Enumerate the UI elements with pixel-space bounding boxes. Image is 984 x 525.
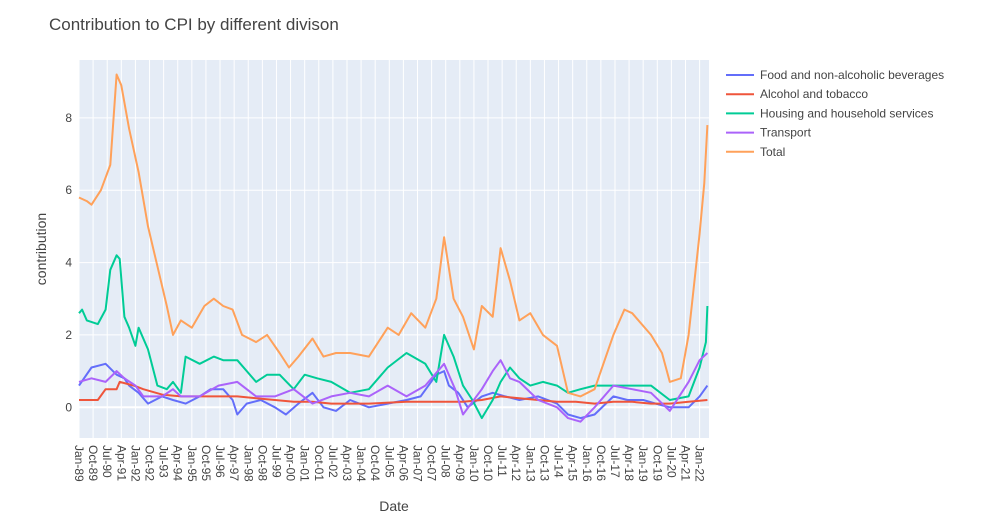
x-tick-label: Oct-04: [368, 445, 382, 481]
x-tick-label: Jan-89: [72, 445, 86, 482]
y-tick-label: 8: [65, 111, 72, 125]
x-tick-label: Jul-05: [382, 445, 396, 478]
x-tick-label: Apr-00: [284, 445, 298, 481]
x-tick-label: Jan-92: [128, 445, 142, 482]
x-tick-label: Oct-16: [594, 445, 608, 481]
x-tick-label: Jan-13: [523, 445, 537, 482]
y-tick-labels: 0 2 4 6 8: [65, 111, 72, 414]
x-tick-label: Apr-03: [340, 445, 354, 481]
x-tick-label: Apr-91: [114, 445, 128, 481]
series-lines: [78, 73, 709, 423]
x-tick-label: Jan-07: [411, 445, 425, 482]
series-line-4: [78, 73, 709, 398]
x-tick-label: Jan-01: [298, 445, 312, 482]
x-tick-label: Jan-22: [693, 445, 707, 482]
y-tick-label: 2: [65, 328, 72, 342]
x-tick-label: Apr-15: [566, 445, 580, 481]
x-tick-label: Jan-10: [467, 445, 481, 482]
x-tick-label: Oct-98: [255, 445, 269, 481]
series-line-3: [78, 352, 709, 423]
legend-label: Food and non-alcoholic beverages: [760, 68, 944, 82]
x-tick-label: Apr-97: [227, 445, 241, 481]
legend-item[interactable]: Transport: [726, 126, 812, 140]
y-tick-label: 6: [65, 183, 72, 197]
legend-item[interactable]: Food and non-alcoholic beverages: [726, 68, 944, 82]
x-tick-label: Jul-17: [608, 445, 622, 478]
x-tick-label: Oct-92: [143, 445, 157, 481]
x-tick-label: Jan-98: [241, 445, 255, 482]
legend[interactable]: Food and non-alcoholic beverages Alcohol …: [726, 68, 944, 159]
x-tick-label: Apr-18: [622, 445, 636, 481]
x-tick-label: Apr-21: [678, 445, 692, 481]
x-tick-label: Oct-10: [481, 445, 495, 481]
legend-label: Total: [760, 145, 785, 159]
x-tick-label: Jul-02: [326, 445, 340, 478]
x-tick-label: Jul-96: [213, 445, 227, 478]
legend-item[interactable]: Housing and household services: [726, 106, 933, 120]
x-tick-label: Oct-01: [312, 445, 326, 481]
x-tick-label: Jul-11: [495, 445, 509, 477]
x-tick-label: Jan-04: [354, 445, 368, 482]
legend-label: Transport: [760, 126, 812, 140]
x-tick-label: Jul-08: [439, 445, 453, 478]
x-tick-labels: Jan-89 Oct-89 Jul-90 Apr-91 Jan-92 Oct-92 Jul-…: [72, 445, 707, 482]
series-line-0: [78, 362, 709, 420]
x-tick-label: Jul-99: [269, 445, 283, 478]
legend-item[interactable]: Alcohol and tobacco: [726, 87, 868, 101]
series-line-1: [79, 380, 708, 405]
series-line-2: [78, 254, 709, 420]
y-gridlines: [79, 117, 709, 409]
x-tick-label: Apr-09: [453, 445, 467, 481]
y-tick-label: 4: [65, 256, 72, 270]
x-tick-label: Oct-13: [537, 445, 551, 481]
x-tick-label: Apr-94: [171, 445, 185, 481]
x-tick-label: Apr-12: [509, 445, 523, 481]
x-tick-label: Jul-90: [100, 445, 114, 478]
x-axis-title: Date: [379, 498, 409, 514]
x-tick-label: Oct-95: [199, 445, 213, 481]
x-tick-label: Oct-07: [425, 445, 439, 481]
x-tick-label: Jul-93: [157, 445, 171, 478]
legend-label: Alcohol and tobacco: [760, 87, 868, 101]
x-tick-label: Jan-19: [636, 445, 650, 482]
legend-label: Housing and household services: [760, 106, 933, 120]
x-tick-label: Jul-20: [664, 445, 678, 478]
legend-item[interactable]: Total: [726, 145, 785, 159]
x-tick-label: Jan-16: [580, 445, 594, 482]
x-tick-label: Oct-19: [650, 445, 664, 481]
y-axis-title: contribution: [33, 213, 49, 285]
x-tick-label: Jul-14: [552, 445, 566, 478]
x-tick-label: Oct-89: [86, 445, 100, 481]
x-tick-label: Apr-06: [396, 445, 410, 481]
chart-title: Contribution to CPI by different divison: [49, 15, 339, 34]
y-tick-label: 0: [65, 400, 72, 414]
x-tick-label: Jan-95: [185, 445, 199, 482]
